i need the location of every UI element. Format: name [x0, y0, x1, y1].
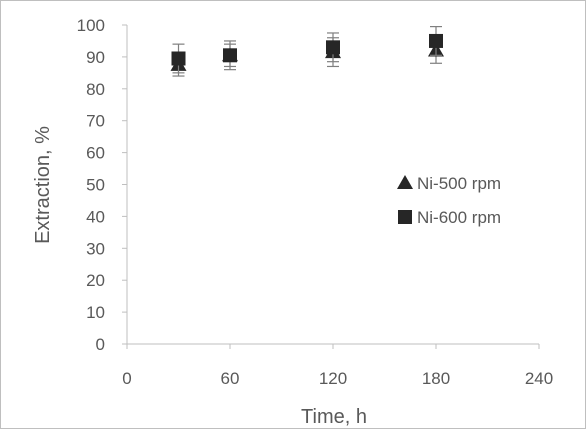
x-axis-title: Time, h	[301, 406, 367, 428]
x-tick-label: 60	[221, 369, 240, 388]
y-tick-label: 10	[86, 303, 105, 322]
y-tick-label: 20	[86, 271, 105, 290]
axes	[122, 24, 540, 349]
y-tick-label: 80	[86, 80, 105, 99]
y-tick-label: 100	[77, 16, 105, 35]
y-tick-label: 40	[86, 207, 105, 226]
legend-label: Ni-600 rpm	[417, 208, 501, 227]
series-2	[171, 25, 443, 74]
x-tick-label: 180	[422, 369, 450, 388]
y-axis-title: Extraction, %	[32, 126, 54, 244]
x-tick-label: 120	[319, 369, 347, 388]
legend-item: Ni-500 rpm	[397, 174, 501, 193]
data-series	[170, 25, 444, 77]
square-point	[326, 40, 340, 55]
legend-label: Ni-500 rpm	[417, 174, 501, 193]
y-tick-label: 0	[96, 335, 105, 354]
legend-item: Ni-600 rpm	[398, 208, 501, 227]
legend-square-icon	[398, 210, 412, 224]
legend: Ni-500 rpm Ni-600 rpm	[397, 174, 501, 227]
square-point	[429, 33, 443, 48]
y-tick-label: 70	[86, 112, 105, 131]
tick-labels: 0 10 20 30 40 50 60 70 80 90 100 0 60 120 180 240	[77, 16, 554, 388]
y-tick-label: 90	[86, 48, 105, 67]
y-tick-label: 60	[86, 144, 105, 163]
x-tick-label: 0	[122, 369, 131, 388]
series-1	[170, 37, 444, 77]
legend-triangle-icon	[397, 175, 413, 189]
square-point	[171, 51, 186, 66]
square-point	[223, 48, 237, 63]
x-tick-label: 240	[525, 369, 553, 388]
y-tick-label: 30	[86, 239, 105, 258]
y-tick-label: 50	[86, 176, 105, 195]
